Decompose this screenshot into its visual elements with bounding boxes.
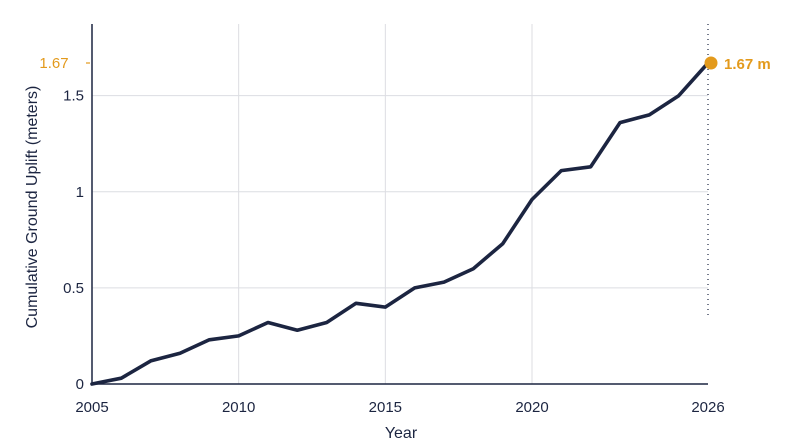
grid-lines [92,24,709,384]
axes [91,24,708,385]
y-tick-label: 1.5 [63,88,84,105]
y-tick-label: 1 [76,184,84,201]
highlight-tick-label: 1.67 [39,55,68,72]
uplift-series-line [90,61,710,386]
y-tick-label: 0 [76,376,84,393]
x-tick-label: 2020 [515,399,548,416]
x-tick-label: 2015 [369,399,402,416]
series-layer [90,61,710,386]
annotations: 1.67 1.67 m [39,55,770,73]
x-tick-label: 2005 [75,399,108,416]
x-tick-label: 2010 [222,399,255,416]
x-tick-labels: 2005 2010 2015 2020 2026 [75,399,724,416]
end-point-marker [704,56,718,70]
x-axis-title: Year [385,425,418,442]
x-tick-label: 2026 [691,399,724,416]
y-axis-title: Cumulative Ground Uplift (meters) [24,86,41,329]
y-tick-label: 0.5 [63,280,84,297]
end-point-label: 1.67 m [724,56,771,73]
y-tick-labels: 0 0.5 1 1.5 [63,88,84,393]
